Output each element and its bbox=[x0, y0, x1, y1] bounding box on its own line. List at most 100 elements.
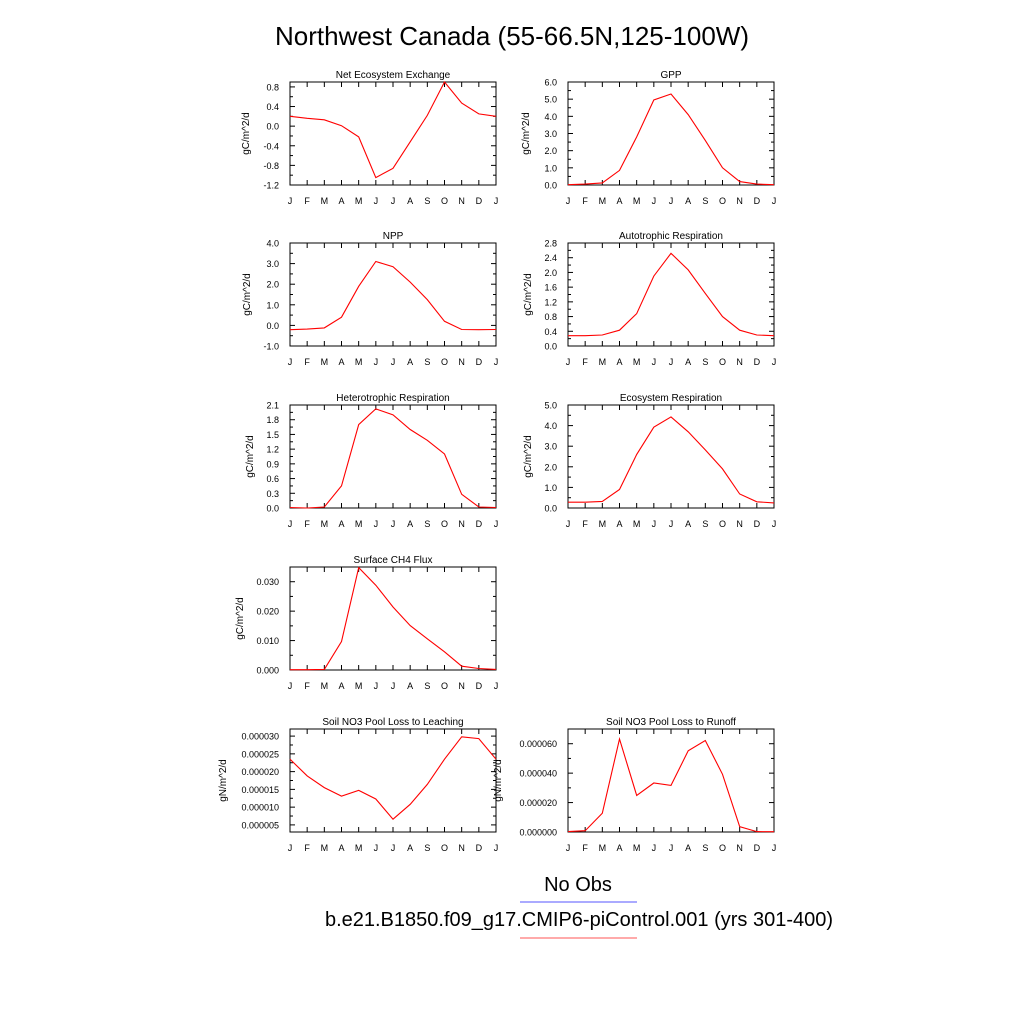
x-tick-label: N bbox=[458, 681, 465, 691]
x-tick-label: J bbox=[374, 843, 379, 853]
y-tick-label: 3.0 bbox=[266, 259, 279, 269]
series-line bbox=[290, 566, 497, 671]
x-tick-label: S bbox=[702, 196, 708, 206]
x-tick-label: A bbox=[338, 843, 344, 853]
y-tick-label: 0.0 bbox=[266, 122, 279, 132]
x-tick-label: S bbox=[424, 843, 430, 853]
x-tick-label: D bbox=[476, 519, 483, 529]
x-tick-label: S bbox=[702, 357, 708, 367]
panel-title: GPP bbox=[660, 70, 681, 81]
y-tick-label: 2.0 bbox=[544, 146, 557, 156]
y-tick-label: 0.000 bbox=[256, 666, 279, 676]
panel-title: Ecosystem Respiration bbox=[620, 393, 722, 404]
x-tick-label: S bbox=[424, 357, 430, 367]
y-tick-label: 0.000020 bbox=[241, 767, 279, 777]
y-tick-label: 1.0 bbox=[544, 163, 557, 173]
x-tick-label: M bbox=[355, 357, 363, 367]
x-tick-label: J bbox=[566, 357, 571, 367]
y-axis-label: gC/m^2/d bbox=[245, 435, 256, 478]
y-axis-label: gN/m^2/d bbox=[218, 759, 229, 802]
panel-title: NPP bbox=[383, 231, 404, 242]
x-tick-label: S bbox=[702, 843, 708, 853]
x-tick-label: J bbox=[288, 196, 293, 206]
y-tick-label: 0.000000 bbox=[519, 828, 557, 838]
x-tick-label: F bbox=[582, 357, 588, 367]
x-tick-label: M bbox=[355, 843, 363, 853]
x-tick-label: N bbox=[736, 843, 743, 853]
x-tick-label: J bbox=[494, 357, 499, 367]
x-tick-label: M bbox=[355, 681, 363, 691]
x-tick-label: A bbox=[407, 843, 413, 853]
x-tick-label: N bbox=[736, 519, 743, 529]
x-tick-label: O bbox=[441, 519, 448, 529]
series-line bbox=[567, 93, 775, 186]
y-axis-label: gC/m^2/d bbox=[235, 597, 246, 640]
legend: No Obs b.e21.B1850.f09_g17.CMIP6-piContr… bbox=[325, 874, 833, 939]
x-tick-label: M bbox=[321, 519, 329, 529]
x-tick-label: N bbox=[458, 196, 465, 206]
y-tick-label: 3.0 bbox=[544, 129, 557, 139]
y-tick-label: 0.6 bbox=[266, 474, 279, 484]
y-tick-label: 0.010 bbox=[256, 636, 279, 646]
panel-title: Net Ecosystem Exchange bbox=[336, 70, 451, 81]
x-tick-label: F bbox=[304, 357, 310, 367]
x-tick-label: J bbox=[288, 519, 293, 529]
y-axis-label: gC/m^2/d bbox=[242, 273, 253, 316]
x-tick-label: M bbox=[321, 357, 329, 367]
y-tick-label: 0.0 bbox=[544, 342, 557, 352]
x-tick-label: A bbox=[616, 519, 622, 529]
x-tick-label: N bbox=[458, 519, 465, 529]
x-tick-label: J bbox=[772, 357, 777, 367]
x-tick-label: A bbox=[685, 196, 691, 206]
y-axis-label: gC/m^2/d bbox=[241, 112, 252, 155]
series-line bbox=[568, 252, 775, 337]
x-tick-label: A bbox=[616, 357, 622, 367]
series-line bbox=[568, 416, 775, 504]
y-tick-label: 1.8 bbox=[266, 415, 279, 425]
y-tick-label: 5.0 bbox=[544, 401, 557, 411]
x-tick-label: O bbox=[441, 196, 448, 206]
x-tick-label: J bbox=[652, 519, 657, 529]
x-tick-label: J bbox=[288, 681, 293, 691]
y-tick-label: 2.0 bbox=[544, 462, 557, 472]
y-tick-label: 0.4 bbox=[266, 102, 279, 112]
y-tick-label: -0.8 bbox=[263, 161, 279, 171]
x-tick-label: F bbox=[304, 843, 310, 853]
x-tick-label: D bbox=[754, 843, 761, 853]
x-tick-label: S bbox=[424, 519, 430, 529]
y-tick-label: 1.5 bbox=[266, 430, 279, 440]
y-tick-label: 0.3 bbox=[266, 489, 279, 499]
x-tick-label: J bbox=[391, 357, 396, 367]
x-tick-label: O bbox=[719, 519, 726, 529]
x-tick-label: J bbox=[494, 681, 499, 691]
y-tick-label: 0.000005 bbox=[241, 820, 279, 830]
y-tick-label: -0.4 bbox=[263, 141, 279, 151]
y-tick-label: 2.4 bbox=[544, 253, 557, 263]
x-tick-label: M bbox=[321, 196, 329, 206]
x-tick-label: A bbox=[616, 843, 622, 853]
y-tick-label: 2.0 bbox=[544, 268, 557, 278]
x-tick-label: J bbox=[391, 843, 396, 853]
panel-title: Heterotrophic Respiration bbox=[336, 393, 449, 404]
legend-model-label: b.e21.B1850.f09_g17.CMIP6-piControl.001 … bbox=[325, 909, 833, 931]
legend-obs-label: No Obs bbox=[544, 874, 612, 896]
x-tick-label: F bbox=[304, 519, 310, 529]
series-line bbox=[289, 260, 497, 331]
x-tick-label: J bbox=[494, 843, 499, 853]
x-tick-label: M bbox=[633, 843, 641, 853]
x-tick-label: D bbox=[754, 357, 761, 367]
y-tick-label: 0.000030 bbox=[241, 732, 279, 742]
x-tick-label: N bbox=[458, 357, 465, 367]
x-tick-label: A bbox=[407, 357, 413, 367]
x-tick-label: O bbox=[441, 681, 448, 691]
y-axis-label: gN/m^2/d bbox=[493, 759, 504, 802]
y-tick-label: 4.0 bbox=[544, 421, 557, 431]
x-tick-label: M bbox=[599, 196, 607, 206]
y-tick-label: 0.0 bbox=[544, 181, 557, 191]
panel-title: Soil NO3 Pool Loss to Runoff bbox=[606, 717, 736, 728]
y-tick-label: 1.0 bbox=[544, 483, 557, 493]
x-tick-label: J bbox=[772, 843, 777, 853]
